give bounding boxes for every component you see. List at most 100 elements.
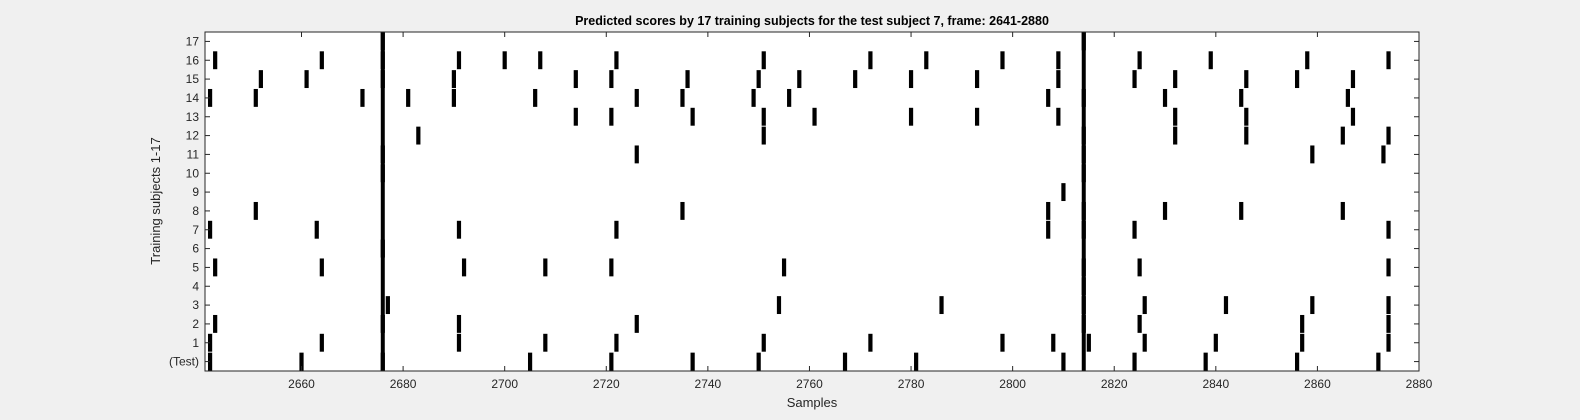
raster-mark [1132,352,1137,371]
raster-mark [213,258,218,277]
raster-mark [1244,126,1249,145]
raster-mark [1294,352,1300,371]
raster-mark [299,352,304,371]
raster-mark [781,258,787,277]
raster-mark [614,220,619,239]
raster-mark [533,88,538,107]
x-tick-label: 2700 [491,377,518,391]
raster-mark [868,333,873,352]
raster-mark [1305,51,1310,70]
raster-mark [1350,107,1356,126]
raster-mark [1081,32,1086,51]
raster-mark [761,107,766,126]
raster-mark [842,352,848,371]
raster-mark [456,314,462,333]
full-height-mark [380,32,385,371]
raster-mark [1081,201,1086,220]
raster-mark [1300,333,1305,352]
raster-mark [1081,258,1086,277]
raster-mark [1386,314,1391,333]
raster-mark [451,70,456,89]
y-axis-label: Training subjects 1-17 [148,137,163,264]
raster-mark [761,333,766,352]
y-tick-label: 10 [186,166,200,180]
raster-mark [974,107,980,126]
raster-mark [1046,88,1051,107]
x-tick-label: 2880 [1406,377,1433,391]
y-tick-label: 13 [186,110,200,124]
raster-mark [1056,70,1061,89]
x-tick-label: 2660 [288,377,315,391]
raster-mark [1386,126,1391,145]
raster-mark [1162,88,1168,107]
x-tick-label: 2720 [593,377,620,391]
y-tick-label: 3 [192,298,199,312]
raster-mark [787,88,792,107]
y-tick-label: 12 [186,129,200,143]
y-tick-label: 14 [186,91,200,105]
raster-mark [213,51,218,70]
raster-mark [680,201,685,220]
x-tick-label: 2840 [1202,377,1229,391]
raster-mark [812,107,817,126]
raster-mark [1061,183,1066,202]
raster-mark [1239,201,1244,220]
y-tick-label: 9 [192,185,199,199]
raster-mark [797,70,802,89]
raster-mark [1081,164,1086,183]
raster-mark [1386,296,1391,315]
raster-mark [868,51,873,70]
raster-mark [451,88,456,107]
raster-mark [609,70,614,89]
raster-mark [1173,126,1178,145]
raster-mark [1081,126,1086,145]
raster-mark [609,258,614,277]
raster-mark [776,296,782,315]
raster-mark [380,51,385,70]
y-tick-label: 16 [186,53,200,67]
raster-mark [207,333,213,352]
y-tick-label: 4 [192,279,199,293]
raster-mark [1000,51,1005,70]
raster-mark [1081,314,1086,333]
raster-mark [456,220,462,239]
chart-title: Predicted scores by 17 training subjects… [575,14,1049,28]
raster-mark [207,88,213,107]
raster-mark [1208,51,1213,70]
raster-mark [1239,88,1244,107]
raster-mark [1081,145,1086,164]
raster-mark [319,333,324,352]
y-tick-label: 7 [192,223,199,237]
raster-mark [1137,314,1142,333]
raster-mark [456,333,462,352]
raster-mark [385,296,390,315]
x-tick-label: 2760 [796,377,823,391]
raster-mark [690,107,695,126]
raster-mark [761,126,766,145]
raster-mark [924,51,929,70]
y-tick-label: 5 [192,260,199,274]
raster-mark [939,296,944,315]
raster-mark [756,70,761,89]
raster-mark [1244,107,1249,126]
raster-mark [1081,88,1086,107]
raster-mark [685,70,690,89]
x-tick-label: 2780 [898,377,925,391]
raster-mark [1213,333,1218,352]
raster-mark [761,51,766,70]
raster-mark [609,352,614,371]
raster-mark [634,145,639,164]
raster-mark [1173,107,1178,126]
raster-mark [614,333,619,352]
x-tick-label: 2820 [1101,377,1128,391]
raster-mark [1081,220,1086,239]
plot-frame [204,31,1420,372]
raster-mark [1386,220,1391,239]
plot-background [205,32,1419,371]
raster-mark [380,145,385,164]
raster-mark [1132,70,1137,89]
raster-mark [751,88,756,107]
raster-mark [908,70,914,89]
y-tick-label: 2 [192,317,199,331]
raster-mark [1081,296,1086,315]
